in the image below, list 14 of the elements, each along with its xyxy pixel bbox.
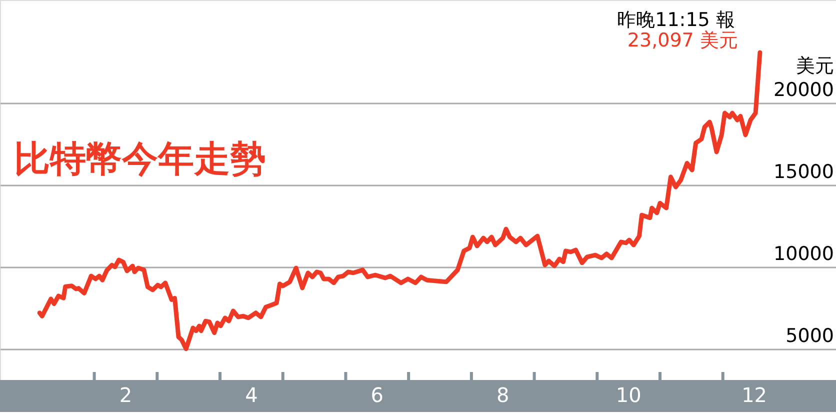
y-tick-label: 5000 (786, 324, 834, 347)
annotation: 昨晚11:15 報 (617, 9, 735, 31)
annotation: 23,097 美元 (627, 29, 738, 52)
text: 比特幣今年走勢 (14, 139, 266, 180)
x-tick-label: 2 (119, 383, 132, 407)
y-axis-title: 美元 (796, 55, 834, 77)
x-tick-label: 6 (370, 383, 384, 407)
x-tick-label: 10 (616, 383, 642, 407)
y-tick-label: 10000 (774, 242, 834, 265)
x-tick-label: 8 (496, 383, 510, 407)
x-tick-label: 4 (245, 383, 258, 407)
y-tick-label: 20000 (774, 79, 834, 102)
x-tick-label: 12 (742, 383, 768, 407)
y-tick-label: 15000 (774, 161, 834, 184)
